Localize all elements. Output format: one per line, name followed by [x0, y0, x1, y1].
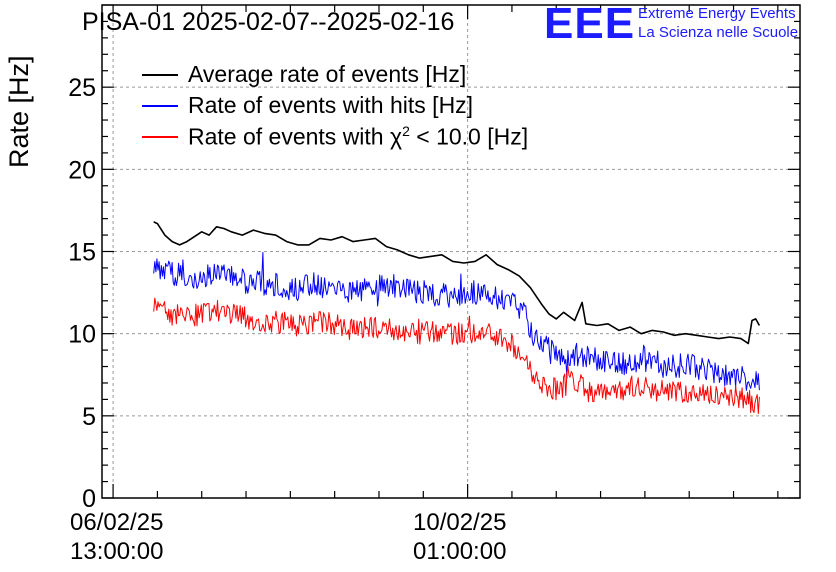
y-tick-label-5: 25 [68, 74, 96, 102]
y-tick-label-2: 10 [68, 321, 96, 349]
legend-label-average: Average rate of events [Hz] [188, 61, 467, 87]
x-tick-time-0: 13:00:00 [70, 538, 164, 565]
x-tick-label-1: 10/02/25 01:00:00 [413, 508, 506, 566]
legend-swatch-chi2 [142, 135, 178, 138]
x-tick-date-0: 06/02/25 [70, 509, 164, 536]
x-tick-date-1: 10/02/25 [413, 509, 507, 536]
legend-label-chi2: Rate of events with χ2 < 10.0 [Hz] [188, 122, 529, 150]
y-tick-label-0: 0 [82, 485, 96, 513]
eee-logo: EEE [544, 0, 636, 48]
series-line-1 [153, 252, 760, 391]
y-axis-label: Rate [Hz] [4, 55, 34, 168]
legend-label-hits: Rate of events with hits [Hz] [188, 92, 474, 118]
logo-caption-line2: La Scienza nelle Scuole [638, 24, 799, 41]
y-tick-labels: 0 5 10 15 20 25 [68, 74, 96, 513]
logo-caption-line1: Extreme Energy Events [638, 5, 796, 22]
legend-item-hits: Rate of events with hits [Hz] [142, 90, 528, 121]
legend-swatch-hits [142, 104, 178, 107]
x-tick-time-1: 01:00:00 [413, 538, 507, 565]
series-group [153, 221, 761, 415]
legend-item-chi2: Rate of events with χ2 < 10.0 [Hz] [142, 121, 528, 152]
plot-frame [101, 4, 801, 499]
y-tick-label-4: 20 [68, 156, 96, 184]
chart-title: PISA-01 2025-02-07--2025-02-16 [82, 8, 455, 36]
grid-lines [102, 5, 800, 498]
legend-item-average: Average rate of events [Hz] [142, 59, 528, 90]
y-tick-label-3: 15 [68, 239, 96, 267]
y-tick-label-1: 5 [82, 403, 96, 431]
x-tick-label-0: 06/02/25 13:00:00 [70, 508, 163, 566]
axis-ticks [102, 4, 800, 499]
series-line-2 [153, 297, 760, 415]
legend: Average rate of events [Hz] Rate of even… [142, 59, 528, 152]
series-line-0 [153, 221, 761, 345]
logo-caption: Extreme Energy Events La Scienza nelle S… [638, 4, 798, 42]
legend-swatch-average [142, 73, 178, 76]
